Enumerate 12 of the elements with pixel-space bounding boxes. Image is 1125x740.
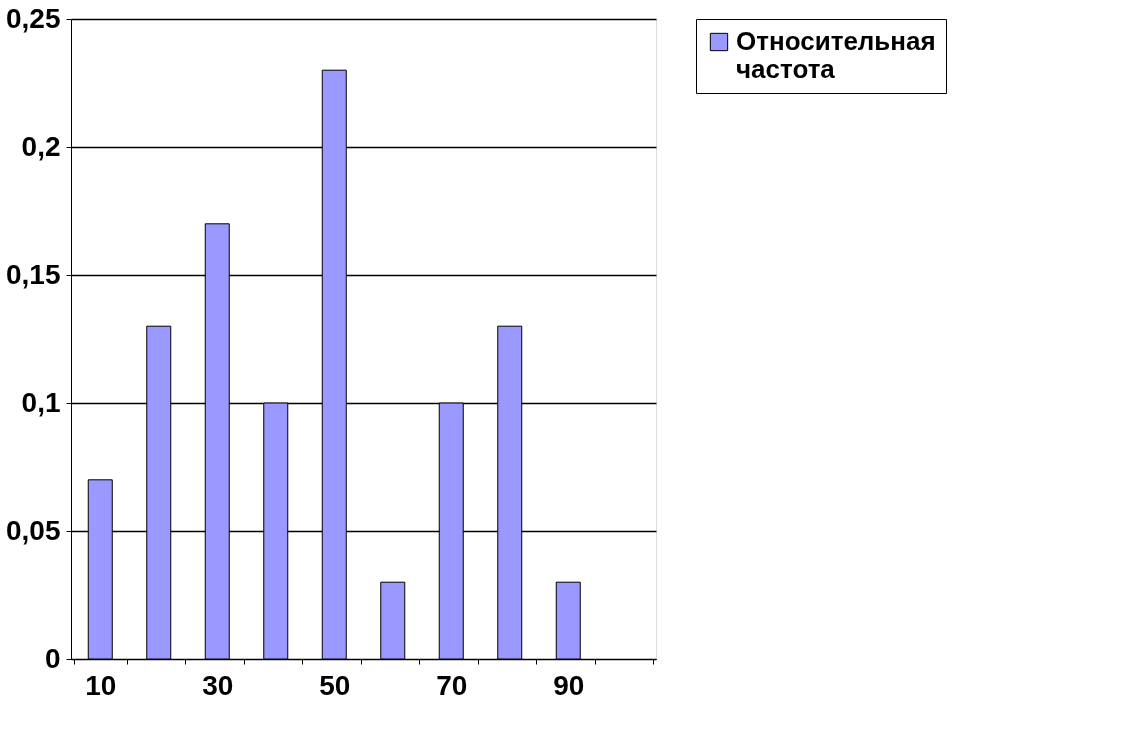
y-tick-label: 0,25 (6, 2, 61, 34)
x-tick-label: 30 (202, 669, 234, 701)
y-tick-label: 0,05 (6, 514, 61, 546)
x-tick-label: 70 (436, 669, 468, 701)
legend-label: Относительная частота (736, 26, 936, 84)
x-tick-label: 50 (319, 669, 351, 701)
y-tick-label: 0,15 (6, 258, 61, 290)
x-tick-label: 10 (85, 669, 117, 701)
x-tick-label: 90 (553, 669, 585, 701)
y-tick-label: 0,1 (21, 386, 61, 418)
y-tick-label: 0 (44, 642, 61, 674)
y-tick-label: 0,2 (21, 130, 61, 162)
